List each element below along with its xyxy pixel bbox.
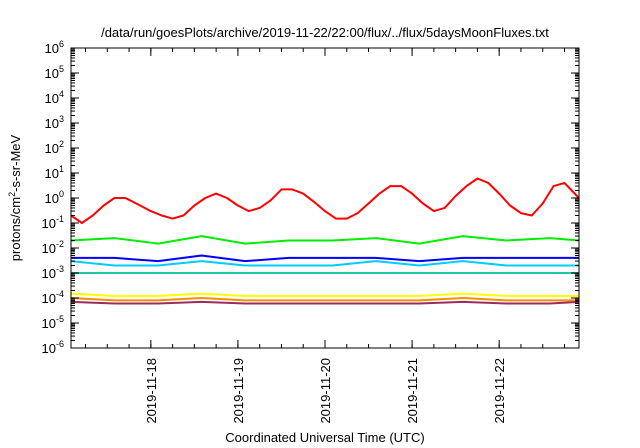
y-tick-exponent: -5 — [56, 314, 64, 324]
y-tick-label: 106 — [45, 39, 64, 56]
series-line-2 — [70, 235, 580, 245]
y-tick-exponent: -4 — [56, 289, 64, 299]
x-tick-label: 2019-11-19 — [231, 358, 246, 424]
y-tick-base: 10 — [45, 41, 59, 56]
x-tick-label: 2019-11-20 — [318, 358, 333, 424]
y-tick-exponent: 0 — [59, 189, 64, 199]
y-tick-base: 10 — [45, 191, 59, 206]
y-tick-base: 10 — [42, 316, 56, 331]
y-tick-exponent: 1 — [59, 164, 64, 174]
y-tick-label: 10-4 — [42, 289, 64, 306]
y-tick-exponent: 3 — [59, 114, 64, 124]
series-layer — [70, 177, 580, 305]
y-label-prefix: protons/cm — [8, 197, 23, 261]
y-tick-base: 10 — [45, 66, 59, 81]
y-tick-exponent: -1 — [56, 214, 64, 224]
y-tick-label: 10-2 — [42, 239, 64, 256]
y-tick-exponent: 5 — [59, 64, 64, 74]
y-tick-base: 10 — [42, 341, 56, 356]
y-tick-label: 103 — [45, 114, 64, 131]
series-line-8 — [70, 300, 580, 305]
y-tick-label: 100 — [45, 189, 64, 206]
series-line-7 — [70, 297, 579, 302]
y-tick-base: 10 — [45, 91, 59, 106]
y-tick-base: 10 — [42, 291, 56, 306]
y-label-superscript: 2 — [7, 192, 17, 197]
x-tick-label: 2019-11-22 — [492, 358, 507, 424]
y-tick-label: 101 — [45, 164, 64, 181]
x-axis: 2019-11-18 2019-11-19 2019-11-20 2019-11-21… — [85, 48, 565, 424]
y-tick-label: 10-3 — [42, 264, 64, 281]
y-tick-label: 105 — [45, 64, 64, 81]
y-tick-exponent: 6 — [59, 39, 64, 49]
y-tick-exponent: -3 — [56, 264, 64, 274]
y-tick-base: 10 — [42, 266, 56, 281]
y-tick-exponent: -6 — [56, 339, 64, 349]
y-axis: 10-610-510-410-310-210-11001011021031041… — [42, 39, 579, 356]
y-axis-label: protons/cm2-s-sr-MeV — [7, 134, 23, 261]
y-tick-label: 10-5 — [42, 314, 64, 331]
y-tick-exponent: -2 — [56, 239, 64, 249]
y-tick-label: 10-1 — [42, 214, 64, 231]
y-tick-label: 102 — [45, 139, 64, 156]
x-tick-label: 2019-11-21 — [405, 358, 420, 424]
y-tick-base: 10 — [42, 241, 56, 256]
series-line-1 — [70, 177, 580, 224]
y-tick-base: 10 — [45, 166, 59, 181]
series-line-6 — [70, 292, 579, 297]
x-axis-label: Coordinated Universal Time (UTC) — [225, 430, 424, 445]
y-tick-exponent: 2 — [59, 139, 64, 149]
y-tick-label: 10-6 — [42, 339, 64, 356]
y-label-suffix: -s-sr-MeV — [8, 134, 23, 191]
y-tick-label: 104 — [45, 89, 64, 106]
series-line-3 — [71, 254, 579, 263]
series-line-4 — [70, 260, 579, 267]
y-tick-base: 10 — [45, 141, 59, 156]
chart-title: /data/run/goesPlots/archive/2019-11-22/2… — [101, 25, 549, 40]
x-tick-label: 2019-11-18 — [144, 358, 159, 424]
y-tick-base: 10 — [42, 216, 56, 231]
y-tick-base: 10 — [45, 116, 59, 131]
y-tick-exponent: 4 — [59, 89, 64, 99]
